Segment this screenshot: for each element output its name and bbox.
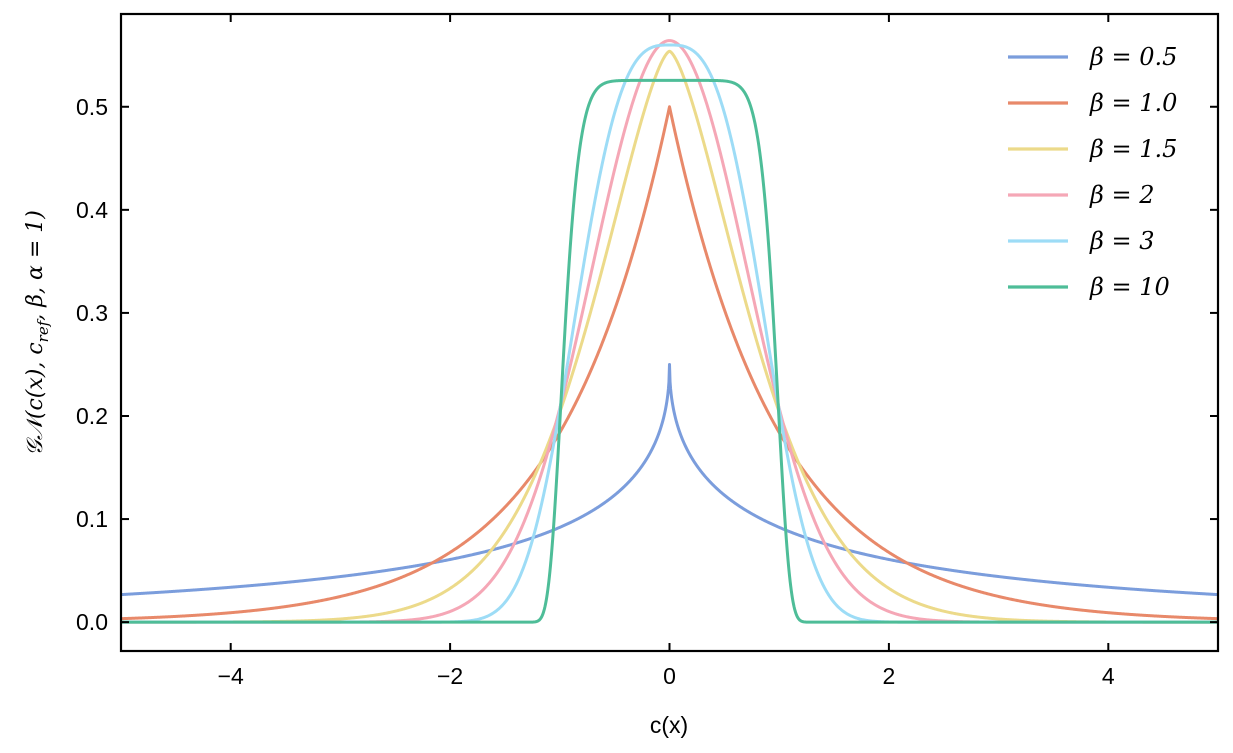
plot-frame [119, 12, 1220, 653]
y-tick-label: 0.2 [76, 403, 108, 429]
legend-label: β = 2 [1089, 181, 1155, 209]
series-layer [121, 39, 1218, 624]
x-tick-label: −4 [218, 663, 244, 689]
x-tick-label: 0 [663, 663, 676, 689]
y-axis-label-main: 𝒢𝒩(c(x), c [23, 342, 48, 456]
y-tick-label: 0.3 [76, 300, 108, 326]
series-line-1 [121, 105, 1218, 621]
y-axis-label-rest: , β, α = 1) [23, 210, 48, 321]
y-axis-label: 𝒢𝒩(c(x), cref, β, α = 1) [23, 210, 52, 456]
series-line-0 [121, 362, 1218, 597]
y-tick-label: 0.5 [76, 94, 108, 120]
x-tick-label: 2 [883, 663, 896, 689]
y-tick-label: 0.4 [76, 197, 108, 223]
legend: β = 0.5 β = 1.0 β = 1.5 β = 2 β = 3 β = 10 [1008, 43, 1177, 301]
y-axis-label-sub: ref [34, 318, 52, 342]
legend-label: β = 3 [1089, 227, 1155, 255]
x-axis-label: c(x) [650, 712, 688, 738]
legend-label: β = 1.0 [1089, 89, 1177, 117]
x-tick-label: 4 [1102, 663, 1115, 689]
legend-label: β = 1.5 [1089, 135, 1177, 163]
y-tick-label: 0.0 [76, 609, 108, 635]
ticks-layer: −4 −2 0 2 4 0.0 0.1 0.2 0.3 0.4 0.5 [76, 14, 1218, 689]
y-tick-label: 0.1 [76, 506, 108, 532]
x-tick-label: −2 [437, 663, 463, 689]
legend-label: β = 10 [1089, 273, 1170, 301]
legend-label: β = 0.5 [1089, 43, 1177, 71]
series-line-5 [121, 78, 1218, 624]
